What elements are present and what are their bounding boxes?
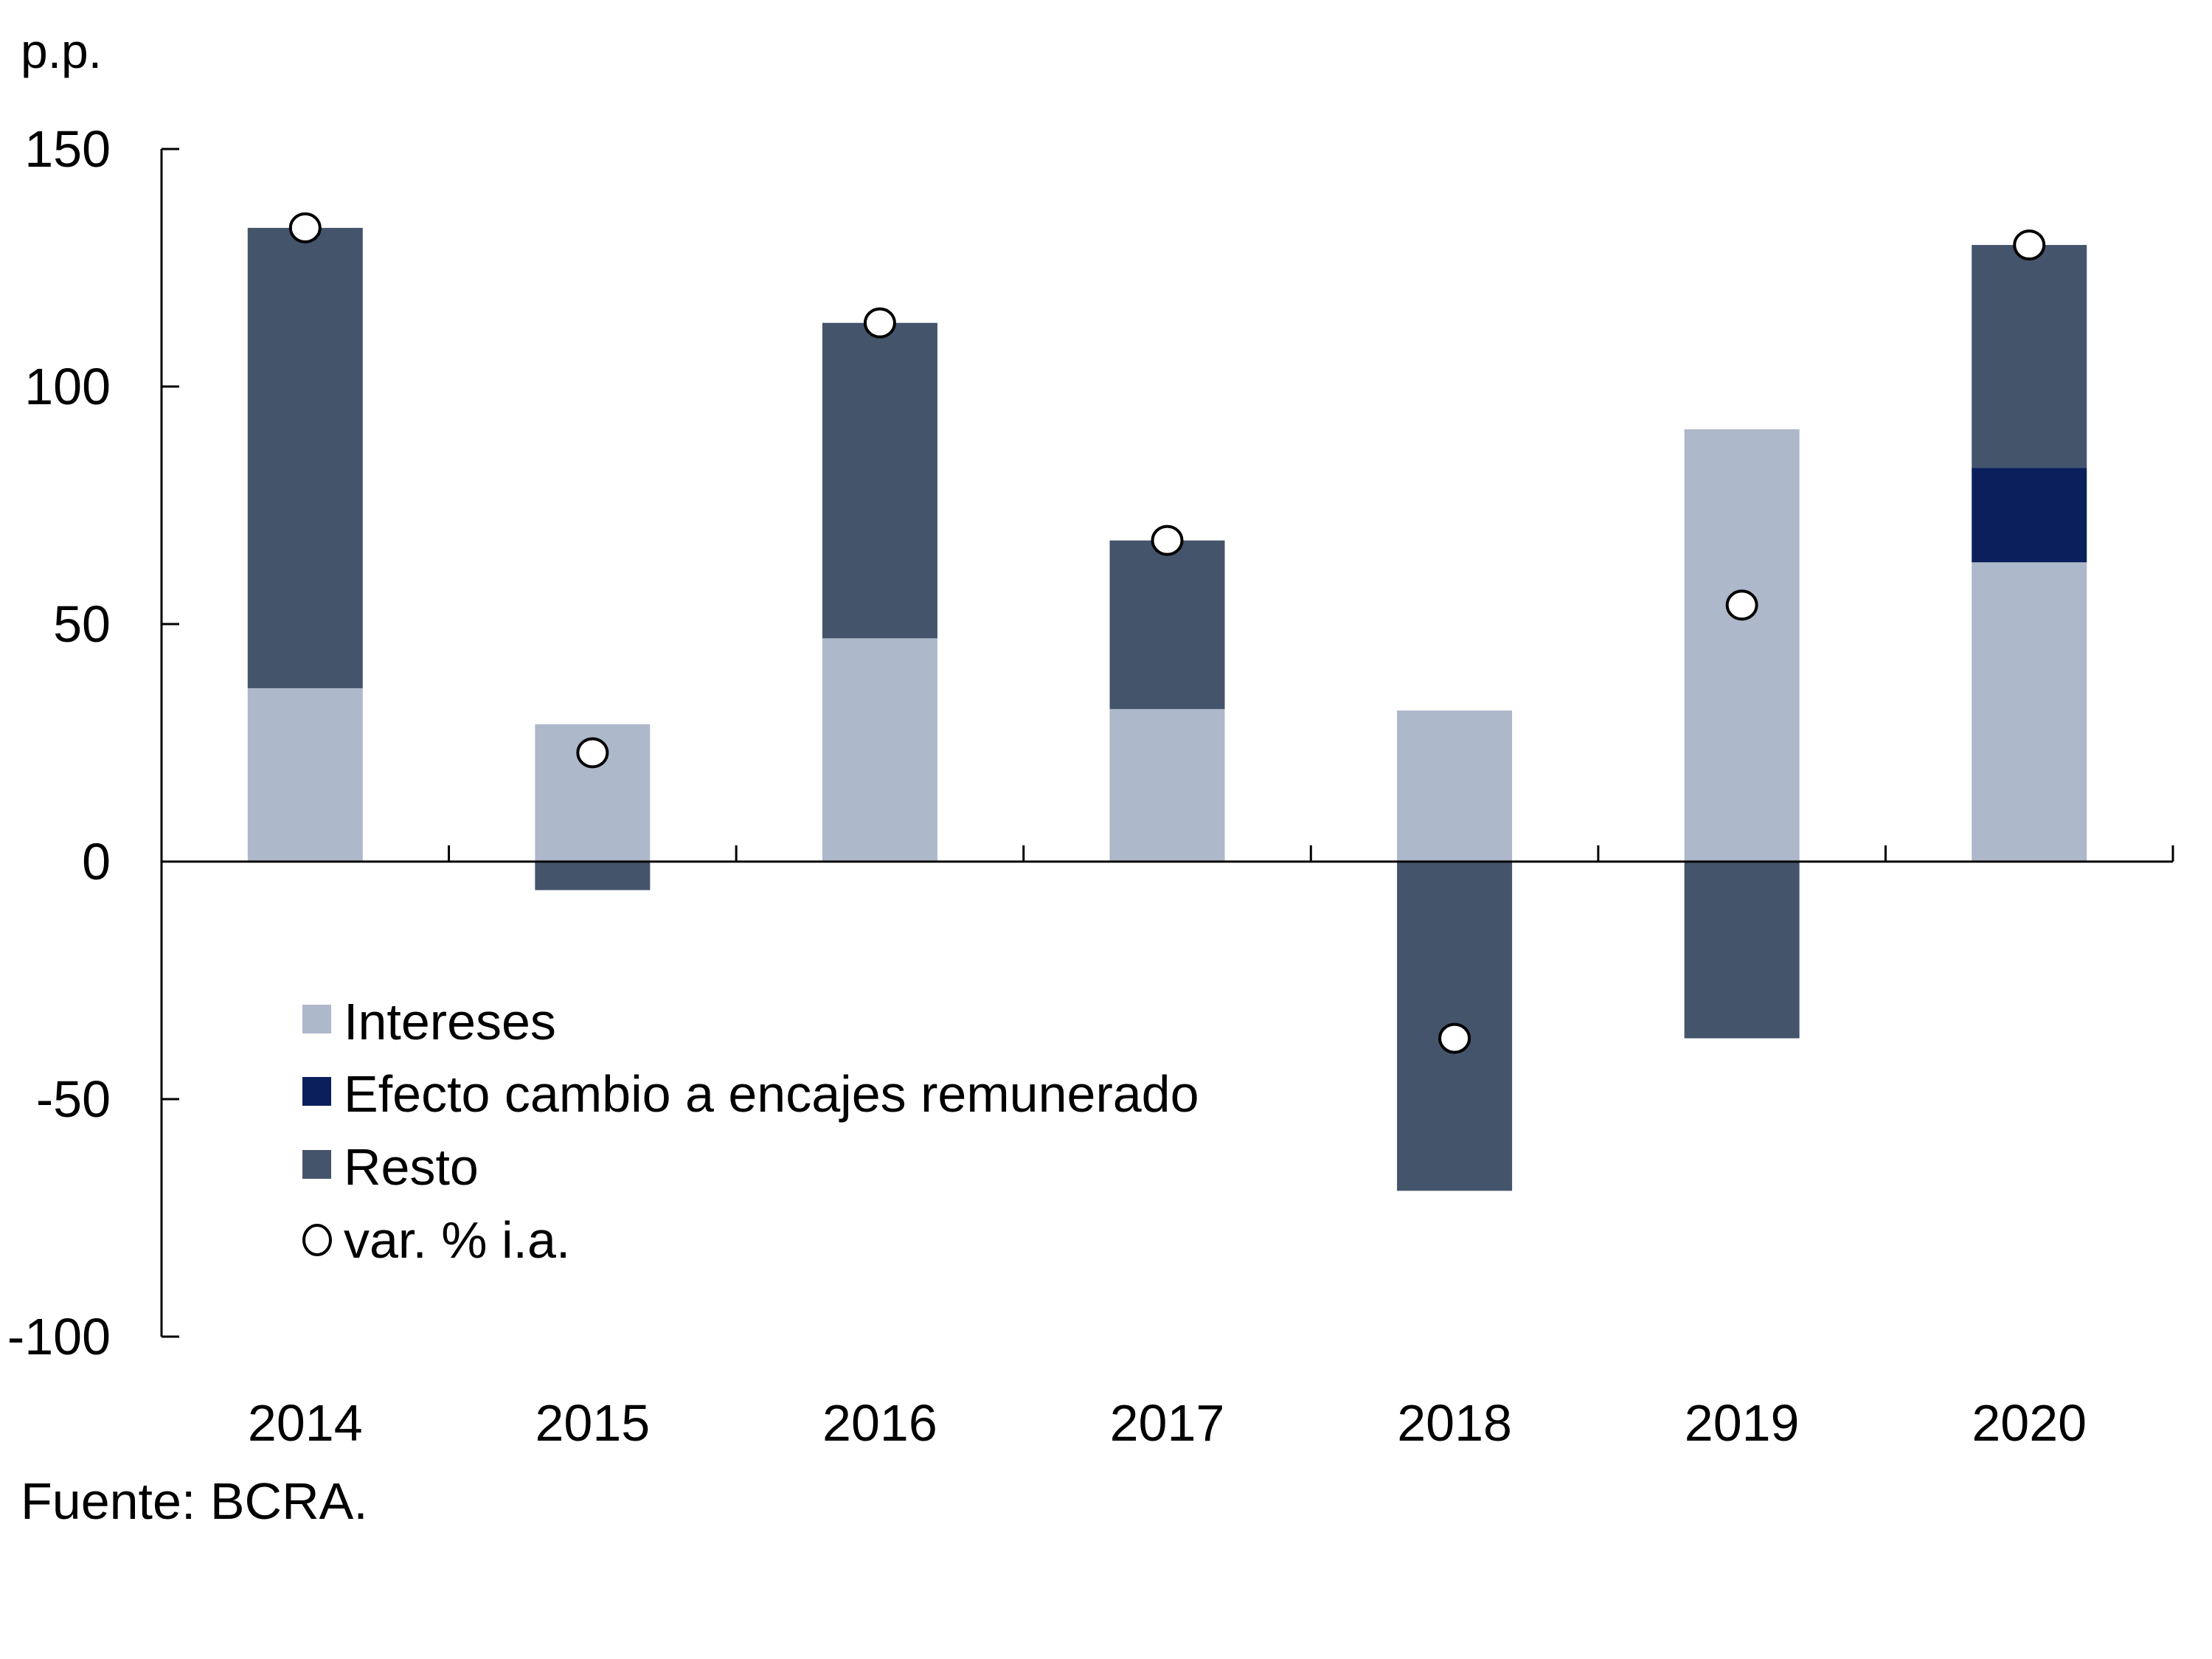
legend-swatch-1 [302,1077,331,1106]
y-tick-label: -50 [36,1070,111,1128]
bar-resto-2019 [1684,862,1800,1039]
bar-intereses-2018 [1397,710,1513,862]
legend-label: Resto [344,1138,479,1196]
x-tick-label: 2020 [1972,1394,2087,1452]
x-tick-label: 2014 [248,1394,363,1452]
marker-var-ia-2016 [863,307,896,339]
bar-intereses-2017 [1109,709,1225,862]
x-tick-label: 2019 [1685,1394,1800,1452]
y-tick-label: 150 [24,120,111,178]
x-tick-label: 2015 [535,1394,650,1452]
y-tick-label: 50 [53,595,111,653]
legend-swatch-2 [302,1150,331,1179]
legend-swatch-0 [302,1005,331,1033]
marker-var-ia-2018 [1438,1022,1471,1054]
x-tick-label: 2016 [822,1394,937,1452]
marker-var-ia-2020 [2013,229,2046,261]
marker-var-ia-2014 [288,212,322,243]
y-tick-label: -100 [7,1308,111,1365]
x-tick-label: 2018 [1397,1394,1512,1452]
bar-intereses-2020 [1972,562,2087,862]
y-axis: 150 100 50 0 -50 -100 [7,120,179,1365]
legend-marker-icon [302,1224,332,1256]
marker-var-ia-2017 [1151,524,1184,556]
y-axis-label: p.p. [21,24,102,78]
bar-intereses-2014 [247,688,363,862]
legend-label: Efecto cambio a encajes remunerado [344,1065,1199,1123]
bar-efecto-2020 [1972,468,2087,563]
bars [247,227,2087,1191]
markers [288,212,2046,1054]
x-axis: 2014 2015 2016 2017 2018 2019 2020 [162,845,2174,1452]
y-tick-label: 0 [82,833,111,890]
bar-intereses-2016 [822,638,937,862]
legend-label: var. % i.a. [344,1211,570,1269]
marker-var-ia-2015 [576,737,609,769]
y-tick-label: 100 [24,358,111,415]
legend: Intereses Efecto cambio a encajes remuner… [302,993,1199,1269]
bar-resto-2016 [822,322,937,639]
legend-label: Intereses [344,993,556,1050]
bar-resto-2020 [1972,245,2087,468]
x-tick-label: 2017 [1110,1394,1225,1452]
marker-var-ia-2019 [1725,589,1758,621]
source-note: Fuente: BCRA. [21,1472,368,1530]
bar-intereses-2019 [1684,429,1800,862]
bar-resto-2014 [247,227,363,688]
bar-resto-2015 [535,862,651,890]
bar-resto-2017 [1109,540,1225,710]
